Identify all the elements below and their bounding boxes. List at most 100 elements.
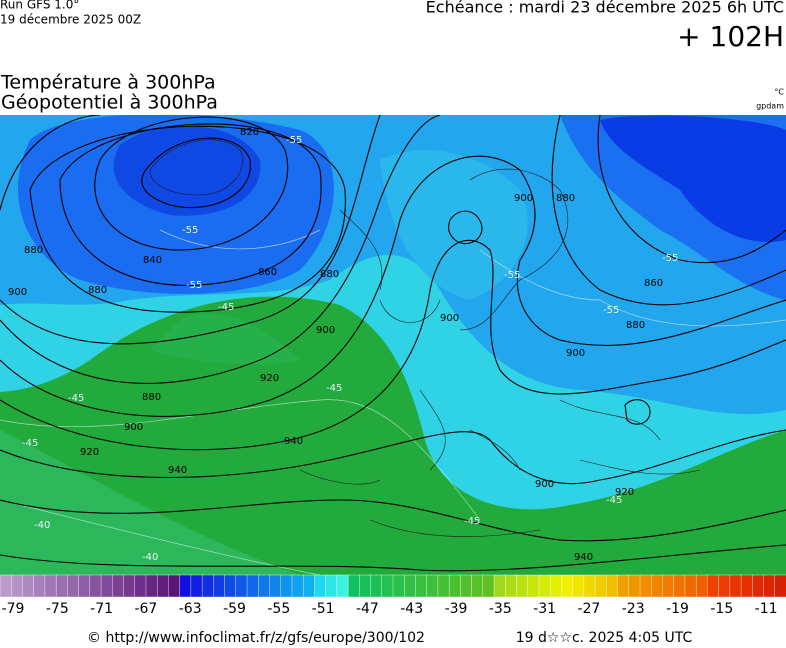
colorbar-swatch <box>493 574 506 598</box>
colorbar-label: -47 <box>356 601 379 617</box>
colorbar-swatch <box>460 574 473 598</box>
colorbar-swatch <box>426 574 439 598</box>
colorbar-label: -19 <box>666 601 689 617</box>
temperature-label: -45 <box>22 438 38 449</box>
colorbar-swatch <box>651 574 663 598</box>
generated-time: 19 d☆☆c. 2025 4:05 UTC <box>516 630 693 646</box>
geopotential-label: 880 <box>626 320 645 331</box>
temperature-label: -45 <box>606 495 622 506</box>
geopotential-label: 880 <box>88 285 107 296</box>
geopotential-label: 900 <box>440 313 459 324</box>
geopotential-label: 900 <box>566 348 585 359</box>
colorbar-swatch <box>258 574 270 598</box>
temperature-label: -55 <box>186 280 202 291</box>
geopotential-label: 900 <box>316 325 335 336</box>
colorbar-swatch <box>774 574 786 598</box>
run-date: 19 décembre 2025 00Z <box>0 13 141 27</box>
colorbar-swatch <box>314 574 327 598</box>
geopotential-label: 900 <box>535 479 554 490</box>
map: 820 840 860 880 900 920 880 900 920 940 … <box>0 115 786 575</box>
geopotential-label: 880 <box>556 193 575 204</box>
temperature-label: -55 <box>286 135 302 146</box>
colorbar-label: -71 <box>90 601 113 617</box>
colorbar-label: -35 <box>489 601 512 617</box>
colorbar-swatch <box>336 574 349 598</box>
title-geopotential: Géopotentiel à 300hPa <box>1 92 218 114</box>
geopotential-label: 820 <box>240 127 259 138</box>
colorbar-swatch <box>448 574 461 598</box>
colorbar-swatch <box>22 574 35 598</box>
colorbar-swatch <box>392 574 405 598</box>
temperature-label: -40 <box>142 552 158 563</box>
colorbar-swatch <box>280 574 293 598</box>
colorbar-label: -75 <box>46 601 69 617</box>
colorbar-swatch <box>123 574 136 598</box>
colorbar-label: -15 <box>710 601 733 617</box>
colorbar-label: -39 <box>445 601 468 617</box>
temperature-label: -45 <box>218 302 234 313</box>
colorbar-swatch <box>112 574 125 598</box>
unit-temperature: °C <box>774 88 784 97</box>
temp-area <box>600 115 786 242</box>
geopotential-label: 940 <box>168 465 187 476</box>
colorbar-label: -59 <box>223 601 246 617</box>
colorbar-swatch <box>213 574 226 598</box>
colorbar-swatch <box>78 574 91 598</box>
colorbar-swatch <box>325 574 338 598</box>
colorbar-swatch <box>617 574 630 598</box>
colorbar-swatch <box>67 574 80 598</box>
colorbar-swatch <box>550 574 562 598</box>
colorbar-swatch <box>381 574 394 598</box>
colorbar-label: -11 <box>755 601 778 617</box>
colorbar-swatch <box>482 574 495 598</box>
geopotential-label: 940 <box>574 552 593 563</box>
colorbar-swatch <box>235 574 248 598</box>
colorbar-swatch <box>224 574 237 598</box>
geopotential-label: 860 <box>258 267 277 278</box>
colorbar-label: -27 <box>577 601 600 617</box>
colorbar-swatch <box>471 574 484 598</box>
colorbar-swatch <box>628 574 641 598</box>
colorbar-swatch <box>516 574 529 598</box>
colorbar-swatch <box>729 574 742 598</box>
geopotential-label: 900 <box>124 422 143 433</box>
temperature-label: -55 <box>662 253 678 264</box>
colorbar-swatch <box>606 574 619 598</box>
colorbar: -79 -75 -71 -67 -63 -59 -55 -51 -47 -43 -39 -35 -31 -… <box>0 574 786 617</box>
geopotential-label: 920 <box>80 447 99 458</box>
colorbar-swatch <box>179 574 192 598</box>
lead-time: + 102H <box>677 20 784 53</box>
colorbar-swatch <box>134 574 147 598</box>
colorbar-label: -43 <box>400 601 423 617</box>
temperature-label: -45 <box>68 393 84 404</box>
geopotential-label: 920 <box>615 487 634 498</box>
colorbar-label: -63 <box>179 601 202 617</box>
colorbar-swatch <box>437 574 450 598</box>
colorbar-swatch <box>201 574 214 598</box>
colorbar-swatch <box>89 574 102 598</box>
colorbar-swatch <box>190 574 203 598</box>
colorbar-swatch <box>415 574 428 598</box>
colorbar-swatch <box>639 574 652 598</box>
colorbar-swatch <box>302 574 315 598</box>
temp-area <box>113 125 261 216</box>
colorbar-swatch <box>583 574 596 598</box>
colorbar-swatch <box>347 574 360 598</box>
unit-geopotential: gpdam <box>756 102 784 111</box>
colorbar-swatch <box>156 574 169 598</box>
colorbar-swatch <box>673 574 686 598</box>
colorbar-swatch <box>561 574 574 598</box>
colorbar-swatch <box>246 574 259 598</box>
geopotential-label: 900 <box>514 193 533 204</box>
colorbar-swatch <box>100 574 113 598</box>
colorbar-swatch <box>33 574 46 598</box>
colorbar-swatch <box>527 574 540 598</box>
colorbar-swatch <box>662 574 675 598</box>
source: © http://www.infoclimat.fr/z/gfs/europe/… <box>87 630 425 646</box>
colorbar-swatch <box>168 574 181 598</box>
colorbar-swatch <box>594 574 607 598</box>
colorbar-swatch <box>572 574 585 598</box>
colorbar-swatch <box>740 574 753 598</box>
colorbar-swatch <box>11 574 23 598</box>
